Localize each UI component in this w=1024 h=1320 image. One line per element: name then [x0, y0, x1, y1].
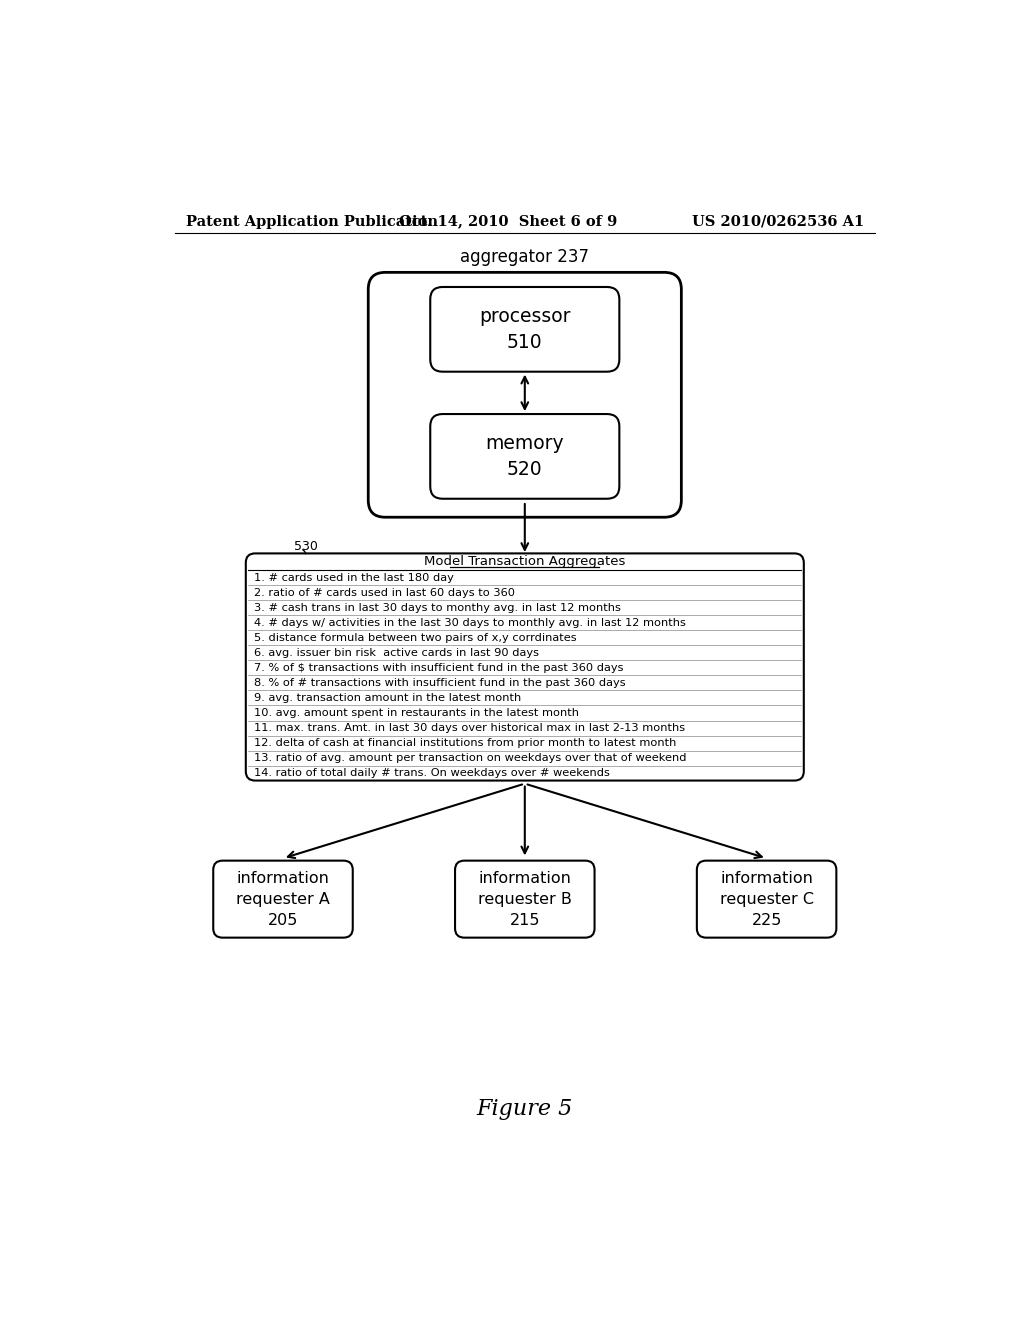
- Text: processor
510: processor 510: [479, 306, 570, 352]
- Text: information
requester A
205: information requester A 205: [237, 871, 330, 928]
- Text: 5. distance formula between two pairs of x,y corrdinates: 5. distance formula between two pairs of…: [254, 632, 577, 643]
- Text: aggregator 237: aggregator 237: [461, 248, 589, 267]
- Text: 2. ratio of # cards used in last 60 days to 360: 2. ratio of # cards used in last 60 days…: [254, 587, 514, 598]
- FancyBboxPatch shape: [369, 272, 681, 517]
- FancyBboxPatch shape: [213, 861, 352, 937]
- Text: 13. ratio of avg. amount per transaction on weekdays over that of weekend: 13. ratio of avg. amount per transaction…: [254, 752, 686, 763]
- Text: 8. % of # transactions with insufficient fund in the past 360 days: 8. % of # transactions with insufficient…: [254, 678, 626, 688]
- Text: 9. avg. transaction amount in the latest month: 9. avg. transaction amount in the latest…: [254, 693, 521, 704]
- Text: 12. delta of cash at financial institutions from prior month to latest month: 12. delta of cash at financial instituti…: [254, 738, 676, 748]
- Text: Model Transaction Aggregates: Model Transaction Aggregates: [424, 556, 626, 569]
- Text: Patent Application Publication: Patent Application Publication: [186, 215, 438, 228]
- FancyBboxPatch shape: [430, 414, 620, 499]
- Text: 14. ratio of total daily # trans. On weekdays over # weekends: 14. ratio of total daily # trans. On wee…: [254, 768, 609, 777]
- FancyBboxPatch shape: [697, 861, 837, 937]
- Text: 3. # cash trans in last 30 days to monthy avg. in last 12 months: 3. # cash trans in last 30 days to month…: [254, 603, 621, 612]
- Text: information
requester B
215: information requester B 215: [478, 871, 571, 928]
- Text: Figure 5: Figure 5: [477, 1098, 572, 1121]
- Text: 4. # days w/ activities in the last 30 days to monthly avg. in last 12 months: 4. # days w/ activities in the last 30 d…: [254, 618, 685, 628]
- Text: Oct. 14, 2010  Sheet 6 of 9: Oct. 14, 2010 Sheet 6 of 9: [398, 215, 616, 228]
- FancyBboxPatch shape: [430, 286, 620, 372]
- Text: 6. avg. issuer bin risk  active cards in last 90 days: 6. avg. issuer bin risk active cards in …: [254, 648, 539, 657]
- Text: 10. avg. amount spent in restaurants in the latest month: 10. avg. amount spent in restaurants in …: [254, 708, 579, 718]
- Text: 11. max. trans. Amt. in last 30 days over historical max in last 2-13 months: 11. max. trans. Amt. in last 30 days ove…: [254, 723, 685, 733]
- Text: US 2010/0262536 A1: US 2010/0262536 A1: [692, 215, 864, 228]
- Text: memory
520: memory 520: [485, 434, 564, 479]
- FancyBboxPatch shape: [246, 553, 804, 780]
- Text: 530: 530: [294, 540, 317, 553]
- FancyBboxPatch shape: [455, 861, 595, 937]
- Text: 1. # cards used in the last 180 day: 1. # cards used in the last 180 day: [254, 573, 454, 583]
- Text: 7. % of $ transactions with insufficient fund in the past 360 days: 7. % of $ transactions with insufficient…: [254, 663, 623, 673]
- Text: information
requester C
225: information requester C 225: [720, 871, 814, 928]
